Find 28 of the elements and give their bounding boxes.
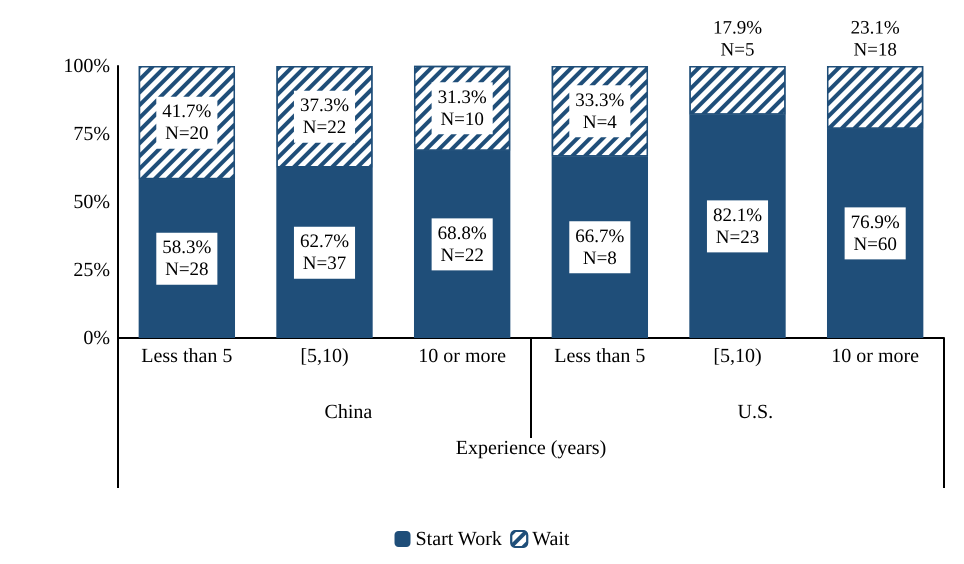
text: U.S. — [738, 401, 774, 423]
x-axis-title: Experience (years) — [456, 437, 606, 459]
data-label: 76.9% N=60 — [850, 212, 900, 255]
text: China — [324, 401, 372, 423]
y-tick-label: 100% — [63, 55, 110, 77]
data-label: 82.1% N=23 — [712, 204, 762, 248]
data-label: 68.8% N=22 — [438, 222, 487, 266]
legend-label: Wait — [532, 528, 570, 550]
data-label: 33.3% N=4 — [575, 90, 625, 133]
x-tick-label: Less than 5 — [141, 345, 232, 367]
data-label: 37.3% N=22 — [300, 95, 350, 138]
y-tick-label: 75% — [73, 123, 110, 145]
data-label: 41.7% N=20 — [162, 101, 212, 144]
y-tick-label: 25% — [73, 259, 110, 281]
data-label: 62.7% N=37 — [300, 231, 350, 274]
y-tick-label: 50% — [73, 191, 110, 213]
x-tick-label: [5,10) — [713, 345, 762, 367]
x-tick-label: 10 or more — [831, 345, 920, 367]
data-label: 66.7% N=8 — [575, 226, 625, 269]
data-label: 17.9% N=5 — [712, 18, 762, 60]
legend-label: Start Work — [416, 528, 502, 550]
x-tick-label: Less than 5 — [554, 345, 646, 367]
data-label: 58.3% N=28 — [162, 237, 212, 280]
x-tick-label: [5,10) — [300, 345, 349, 367]
data-label: 23.1% N=18 — [850, 18, 900, 60]
x-tick-label: 10 or more — [418, 345, 506, 367]
data-label: 31.3% N=10 — [438, 86, 487, 130]
y-tick-label: 0% — [83, 327, 110, 349]
